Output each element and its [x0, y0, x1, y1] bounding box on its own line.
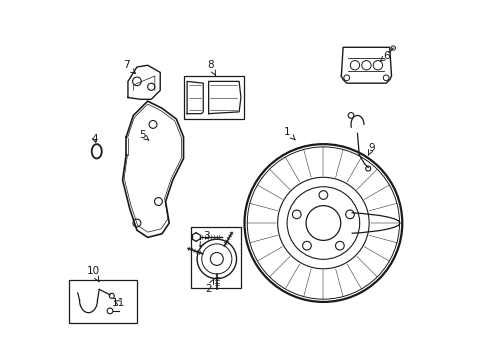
- Text: 10: 10: [86, 266, 100, 282]
- Text: 3: 3: [200, 231, 210, 247]
- Text: 6: 6: [379, 51, 388, 62]
- Text: 5: 5: [139, 130, 148, 140]
- Text: 11: 11: [111, 298, 124, 308]
- Text: 8: 8: [207, 60, 215, 76]
- Bar: [183, 76, 244, 119]
- Text: 7: 7: [122, 60, 135, 73]
- Text: 1: 1: [283, 127, 294, 140]
- Text: 2: 2: [205, 279, 213, 294]
- Bar: [69, 280, 137, 323]
- Text: 9: 9: [367, 143, 374, 156]
- Bar: [190, 226, 241, 288]
- Text: 4: 4: [91, 134, 98, 144]
